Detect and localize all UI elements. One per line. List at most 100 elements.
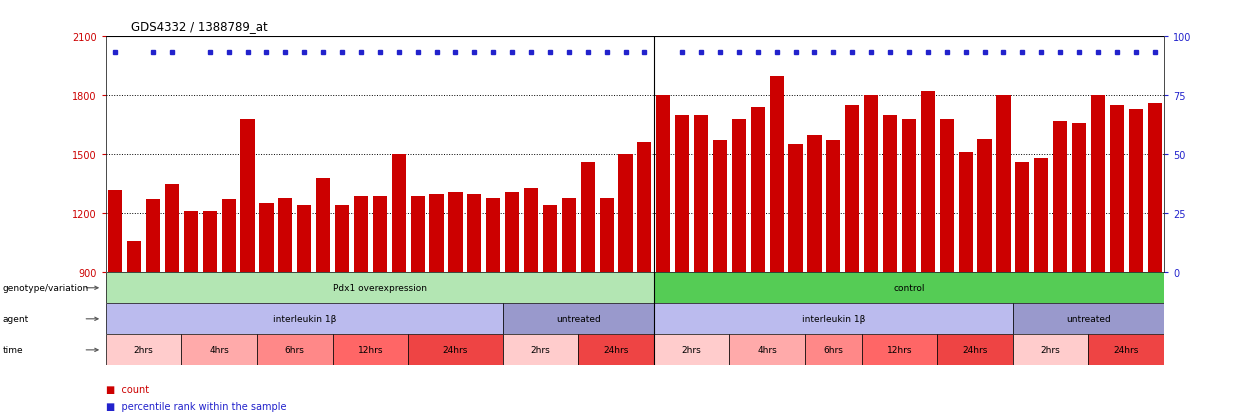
- Bar: [222, 200, 235, 273]
- Text: 24hrs: 24hrs: [962, 346, 987, 354]
- Bar: [256, 335, 332, 366]
- Bar: [654, 304, 1013, 335]
- Bar: [503, 335, 578, 366]
- Bar: [1088, 335, 1164, 366]
- Text: ■  percentile rank within the sample: ■ percentile rank within the sample: [106, 401, 286, 411]
- Bar: [408, 335, 503, 366]
- Bar: [1072, 123, 1086, 273]
- Bar: [619, 155, 632, 273]
- Bar: [146, 200, 161, 273]
- Bar: [654, 273, 1164, 304]
- Bar: [713, 141, 727, 273]
- Text: 2hrs: 2hrs: [682, 346, 701, 354]
- Text: 12hrs: 12hrs: [886, 346, 913, 354]
- Bar: [524, 188, 538, 273]
- Bar: [1129, 110, 1143, 273]
- Text: 4hrs: 4hrs: [209, 346, 229, 354]
- Bar: [732, 119, 746, 273]
- Bar: [862, 335, 937, 366]
- Text: 2hrs: 2hrs: [133, 346, 153, 354]
- Bar: [654, 335, 730, 366]
- Bar: [808, 135, 822, 273]
- Bar: [392, 155, 406, 273]
- Text: untreated: untreated: [1066, 315, 1111, 323]
- Bar: [505, 192, 519, 273]
- Text: 24hrs: 24hrs: [1113, 346, 1139, 354]
- Text: interleukin 1β: interleukin 1β: [802, 315, 865, 323]
- Bar: [827, 141, 840, 273]
- Bar: [883, 116, 898, 273]
- Bar: [106, 335, 182, 366]
- Bar: [486, 198, 500, 273]
- Bar: [1015, 163, 1030, 273]
- Bar: [1013, 304, 1164, 335]
- Bar: [1053, 121, 1067, 273]
- Bar: [332, 335, 408, 366]
- Bar: [637, 143, 651, 273]
- Bar: [430, 194, 443, 273]
- Bar: [182, 335, 256, 366]
- Text: 2hrs: 2hrs: [530, 346, 550, 354]
- Bar: [240, 119, 255, 273]
- Text: 24hrs: 24hrs: [443, 346, 468, 354]
- Text: ■  count: ■ count: [106, 385, 149, 394]
- Text: GDS4332 / 1388789_at: GDS4332 / 1388789_at: [131, 20, 268, 33]
- Bar: [106, 304, 503, 335]
- Bar: [316, 178, 330, 273]
- Bar: [503, 304, 654, 335]
- Bar: [864, 96, 878, 273]
- Bar: [901, 119, 916, 273]
- Bar: [996, 96, 1011, 273]
- Bar: [543, 206, 557, 273]
- Bar: [561, 198, 576, 273]
- Text: interleukin 1β: interleukin 1β: [273, 315, 336, 323]
- Bar: [467, 194, 482, 273]
- Bar: [675, 116, 690, 273]
- Bar: [106, 273, 654, 304]
- Text: 6hrs: 6hrs: [823, 346, 843, 354]
- Bar: [580, 163, 595, 273]
- Bar: [1091, 96, 1106, 273]
- Text: 2hrs: 2hrs: [1041, 346, 1061, 354]
- Text: 24hrs: 24hrs: [604, 346, 629, 354]
- Text: Pdx1 overexpression: Pdx1 overexpression: [332, 284, 427, 292]
- Bar: [845, 106, 859, 273]
- Bar: [279, 198, 293, 273]
- Bar: [298, 206, 311, 273]
- Bar: [164, 184, 179, 273]
- Bar: [1148, 104, 1162, 273]
- Text: agent: agent: [2, 315, 29, 323]
- Bar: [184, 212, 198, 273]
- Bar: [578, 335, 654, 366]
- Bar: [335, 206, 349, 273]
- Bar: [448, 192, 462, 273]
- Text: 6hrs: 6hrs: [285, 346, 305, 354]
- Text: untreated: untreated: [555, 315, 600, 323]
- Bar: [203, 212, 217, 273]
- Bar: [1109, 106, 1124, 273]
- Bar: [921, 92, 935, 273]
- Bar: [730, 335, 806, 366]
- Text: genotype/variation: genotype/variation: [2, 284, 88, 292]
- Bar: [127, 241, 141, 273]
- Bar: [693, 116, 708, 273]
- Bar: [788, 145, 803, 273]
- Bar: [751, 108, 764, 273]
- Bar: [600, 198, 614, 273]
- Bar: [977, 139, 991, 273]
- Bar: [259, 204, 274, 273]
- Bar: [354, 196, 369, 273]
- Text: time: time: [2, 346, 24, 354]
- Bar: [940, 119, 954, 273]
- Bar: [959, 153, 972, 273]
- Bar: [411, 196, 425, 273]
- Text: 4hrs: 4hrs: [757, 346, 777, 354]
- Bar: [108, 190, 122, 273]
- Text: 12hrs: 12hrs: [357, 346, 383, 354]
- Bar: [656, 96, 670, 273]
- Text: control: control: [893, 284, 925, 292]
- Bar: [806, 335, 862, 366]
- Bar: [372, 196, 387, 273]
- Bar: [937, 335, 1013, 366]
- Bar: [769, 76, 784, 273]
